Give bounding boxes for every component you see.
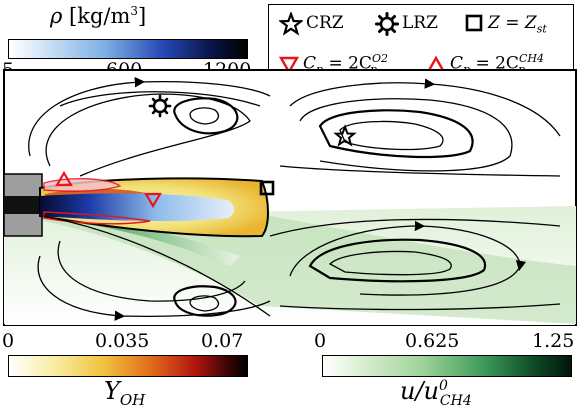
yoh-tick-min: 0 <box>2 330 15 352</box>
cp-o2-marker <box>144 192 162 209</box>
legend-box: CRZ LRZ Z = Zst Cp = 2CO2p Cp = 2CCH4p <box>268 4 574 88</box>
velocity-tick-min: 0 <box>314 330 327 352</box>
lrz-gear-icon <box>375 12 399 36</box>
density-colorbar <box>8 39 248 59</box>
crz-label: CRZ <box>306 13 344 33</box>
velocity-colorbar-label: u/u0CH4 <box>400 377 472 409</box>
cp-ch4-marker <box>55 170 73 187</box>
z-stoichiometric-marker <box>259 180 275 196</box>
lrz-marker-top <box>148 94 172 118</box>
z-label: Z = Zst <box>488 13 547 36</box>
velocity-tick-mid: 0.625 <box>405 330 460 352</box>
velocity-tick-max: 1.25 <box>532 330 575 352</box>
z-square-icon <box>465 14 483 32</box>
yoh-colorbar-label: YOH <box>104 377 146 409</box>
velocity-colorbar <box>322 355 572 377</box>
yoh-tick-max: 0.07 <box>201 330 244 352</box>
yoh-colorbar <box>8 355 248 377</box>
lrz-label: LRZ <box>402 13 438 33</box>
crz-star-icon <box>279 12 303 36</box>
density-colorbar-title: ρ [kg/m3] <box>50 4 147 28</box>
yoh-tick-mid: 0.035 <box>95 330 150 352</box>
crz-marker <box>333 124 357 147</box>
flow-field-diagram <box>3 69 577 326</box>
cp-o2-triangle-down-icon <box>279 56 299 74</box>
